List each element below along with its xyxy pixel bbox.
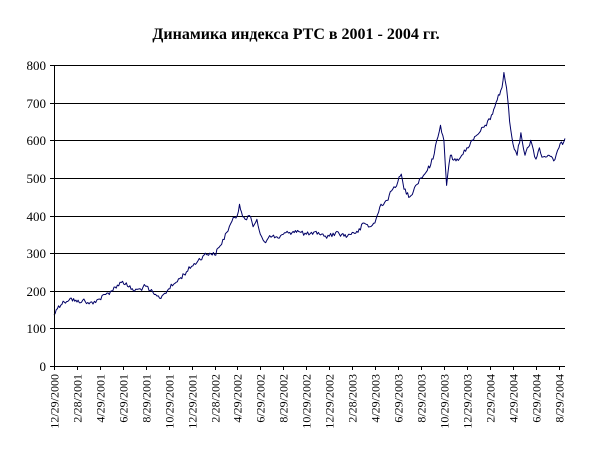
y-axis-ticks: 0 100 200 300 400 500 600 700 800 xyxy=(27,58,54,374)
chart-title: Динамика индекса РТС в 2001 - 2004 гг. xyxy=(152,26,439,43)
x-tick-label: 8/29/2004 xyxy=(553,374,567,423)
y-tick-label: 200 xyxy=(27,284,47,299)
x-tick-label: 12/29/2002 xyxy=(323,374,337,429)
x-tick-label: 2/29/2004 xyxy=(484,374,498,423)
x-tick-label: 4/29/2001 xyxy=(94,374,108,423)
x-tick-label: 12/29/2003 xyxy=(461,374,475,429)
y-tick-label: 600 xyxy=(27,133,47,148)
y-tick-label: 300 xyxy=(27,246,47,261)
y-tick-label: 500 xyxy=(27,171,47,186)
series-line-0 xyxy=(53,72,566,316)
x-tick-label: 6/29/2002 xyxy=(254,374,268,423)
x-tick-label: 10/29/2002 xyxy=(300,374,314,429)
axes xyxy=(54,65,565,367)
x-tick-label: 2/28/2003 xyxy=(346,374,360,423)
x-tick-label: 2/28/2002 xyxy=(209,374,223,423)
x-tick-label: 6/29/2003 xyxy=(392,374,406,423)
x-tick-label: 12/29/2001 xyxy=(186,374,200,429)
y-tick-label: 800 xyxy=(27,58,47,73)
x-tick-label: 10/29/2003 xyxy=(438,374,452,429)
x-tick-label: 12/29/2000 xyxy=(48,374,62,429)
y-tick-label: 100 xyxy=(27,321,47,336)
x-tick-label: 8/29/2003 xyxy=(415,374,429,423)
x-tick-label: 4/29/2002 xyxy=(231,374,245,423)
y-tick-label: 400 xyxy=(27,209,47,224)
x-tick-label: 4/29/2003 xyxy=(369,374,383,423)
y-tick-label: 0 xyxy=(40,359,47,374)
x-tick-label: 8/29/2001 xyxy=(140,374,154,423)
x-tick-label: 10/29/2001 xyxy=(163,374,177,429)
grid-lines xyxy=(54,65,565,329)
y-tick-label: 700 xyxy=(27,96,47,111)
x-axis-ticks: 12/29/2000 2/28/2001 4/29/2001 6/29/2001 8/2… xyxy=(48,366,567,429)
x-tick-label: 4/29/2004 xyxy=(507,374,521,423)
x-tick-label: 8/29/2002 xyxy=(277,374,291,423)
x-tick-label: 2/28/2001 xyxy=(71,374,85,423)
x-tick-label: 6/29/2004 xyxy=(530,374,544,423)
series-group xyxy=(53,72,566,316)
x-tick-label: 6/29/2001 xyxy=(117,374,131,423)
